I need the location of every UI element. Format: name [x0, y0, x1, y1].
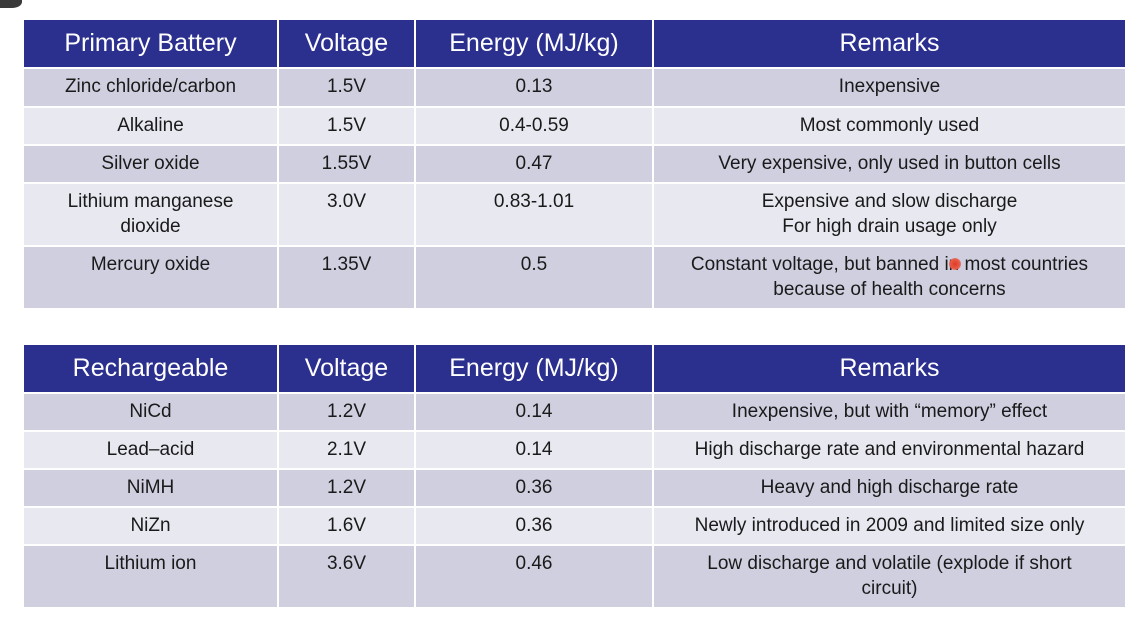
remarks-text: Inexpensive: [838, 76, 941, 97]
table-row: NiZn 1.6V 0.36 Newly introduced in 2009 …: [24, 507, 1125, 546]
remarks-cell: High discharge rate and environmental ha…: [653, 431, 1125, 470]
battery-name: NiCd: [129, 401, 172, 422]
voltage-cell: 1.2V: [278, 393, 416, 432]
header-voltage: Voltage: [278, 20, 416, 69]
voltage-cell: 1.55V: [278, 145, 416, 184]
remarks-text: For high drain usage only: [782, 216, 997, 237]
voltage-cell: 1.35V: [278, 246, 416, 310]
remarks-text: High discharge rate and environmental ha…: [694, 439, 1085, 460]
table-row: Zinc chloride/carbon 1.5V 0.13 Inexpensi…: [24, 68, 1125, 108]
remarks-text: Constant voltage, but banned in most cou…: [690, 254, 1089, 275]
remarks-text: Low discharge and volatile (explode if s…: [707, 553, 1072, 574]
energy-cell: 0.46: [415, 545, 654, 609]
voltage-cell: 3.6V: [278, 545, 416, 609]
energy-cell: 0.47: [415, 145, 654, 184]
voltage-cell: 1.6V: [278, 507, 416, 546]
table-header-row: Rechargeable Voltage Energy (MJ/kg) Rema…: [24, 345, 1125, 394]
table-row: Silver oxide 1.55V 0.47 Very expensive, …: [24, 145, 1125, 184]
table-row: NiMH 1.2V 0.36 Heavy and high discharge …: [24, 469, 1125, 508]
remarks-cell: Most commonly used: [653, 107, 1125, 146]
table-header-row: Primary Battery Voltage Energy (MJ/kg) R…: [24, 20, 1125, 69]
energy-cell: 0.83-1.01: [415, 183, 654, 247]
remarks-cell: Low discharge and volatile (explode if s…: [653, 545, 1125, 609]
battery-name: Mercury oxide: [90, 254, 211, 275]
battery-name: dioxide: [120, 216, 181, 237]
battery-name-cell: NiZn: [24, 507, 279, 546]
remarks-text: Very expensive, only used in button cell…: [718, 153, 1061, 174]
voltage-cell: 1.2V: [278, 469, 416, 508]
header-energy: Energy (MJ/kg): [415, 20, 654, 69]
table-row: Lead–acid 2.1V 0.14 High discharge rate …: [24, 431, 1125, 470]
battery-name: Zinc chloride/carbon: [64, 76, 237, 97]
battery-name: Silver oxide: [101, 153, 200, 174]
pointer-highlight: [949, 258, 961, 270]
energy-cell: 0.14: [415, 431, 654, 470]
energy-cell: 0.14: [415, 393, 654, 432]
table-row: Mercury oxide 1.35V 0.5 Constant voltage…: [24, 246, 1125, 310]
battery-name: Alkaline: [117, 115, 184, 136]
battery-name-cell: Lead–acid: [24, 431, 279, 470]
battery-name: Lithium manganese: [67, 191, 234, 212]
battery-name: Lithium ion: [104, 553, 197, 574]
battery-name-cell: Lithium manganese dioxide: [24, 183, 279, 247]
remarks-cell: Heavy and high discharge rate: [653, 469, 1125, 508]
battery-name-cell: Mercury oxide: [24, 246, 279, 310]
header-battery-type: Rechargeable: [24, 345, 279, 394]
header-remarks: Remarks: [653, 20, 1125, 69]
primary-battery-table: Primary Battery Voltage Energy (MJ/kg) R…: [24, 20, 1125, 310]
remarks-text: Heavy and high discharge rate: [760, 477, 1019, 498]
header-remarks: Remarks: [653, 345, 1125, 394]
energy-cell: 0.4-0.59: [415, 107, 654, 146]
battery-name-cell: Alkaline: [24, 107, 279, 146]
remarks-text: Most commonly used: [799, 115, 980, 136]
table-row: Lithium ion 3.6V 0.46 Low discharge and …: [24, 545, 1125, 609]
header-energy: Energy (MJ/kg): [415, 345, 654, 394]
remarks-text: circuit): [861, 578, 918, 599]
corner-mark: [0, 0, 22, 8]
remarks-cell: Newly introduced in 2009 and limited siz…: [653, 507, 1125, 546]
remarks-cell: Very expensive, only used in button cell…: [653, 145, 1125, 184]
header-battery-type: Primary Battery: [24, 20, 279, 69]
table-row: Lithium manganese dioxide 3.0V 0.83-1.01…: [24, 183, 1125, 247]
battery-name-cell: Lithium ion: [24, 545, 279, 609]
table-row: NiCd 1.2V 0.14 Inexpensive, but with “me…: [24, 393, 1125, 432]
remarks-cell: Expensive and slow discharge For high dr…: [653, 183, 1125, 247]
remarks-text: Inexpensive, but with “memory” effect: [731, 401, 1048, 422]
remarks-cell: Constant voltage, but banned in most cou…: [653, 246, 1125, 310]
battery-name: NiZn: [130, 515, 171, 536]
voltage-cell: 2.1V: [278, 431, 416, 470]
battery-name-cell: NiCd: [24, 393, 279, 432]
energy-cell: 0.36: [415, 507, 654, 546]
battery-name-cell: NiMH: [24, 469, 279, 508]
header-voltage: Voltage: [278, 345, 416, 394]
remarks-cell: Inexpensive: [653, 68, 1125, 108]
battery-name-cell: Silver oxide: [24, 145, 279, 184]
remarks-text: Newly introduced in 2009 and limited siz…: [694, 515, 1085, 536]
battery-name: Lead–acid: [106, 439, 195, 460]
battery-name-cell: Zinc chloride/carbon: [24, 68, 279, 108]
remarks-text: Expensive and slow discharge: [761, 191, 1018, 212]
table-row: Alkaline 1.5V 0.4-0.59 Most commonly use…: [24, 107, 1125, 146]
voltage-cell: 1.5V: [278, 68, 416, 108]
battery-name: NiMH: [126, 477, 175, 498]
energy-cell: 0.13: [415, 68, 654, 108]
voltage-cell: 3.0V: [278, 183, 416, 247]
voltage-cell: 1.5V: [278, 107, 416, 146]
rechargeable-battery-table: Rechargeable Voltage Energy (MJ/kg) Rema…: [24, 345, 1125, 609]
remarks-cell: Inexpensive, but with “memory” effect: [653, 393, 1125, 432]
energy-cell: 0.36: [415, 469, 654, 508]
remarks-text: because of health concerns: [773, 279, 1006, 300]
energy-cell: 0.5: [415, 246, 654, 310]
